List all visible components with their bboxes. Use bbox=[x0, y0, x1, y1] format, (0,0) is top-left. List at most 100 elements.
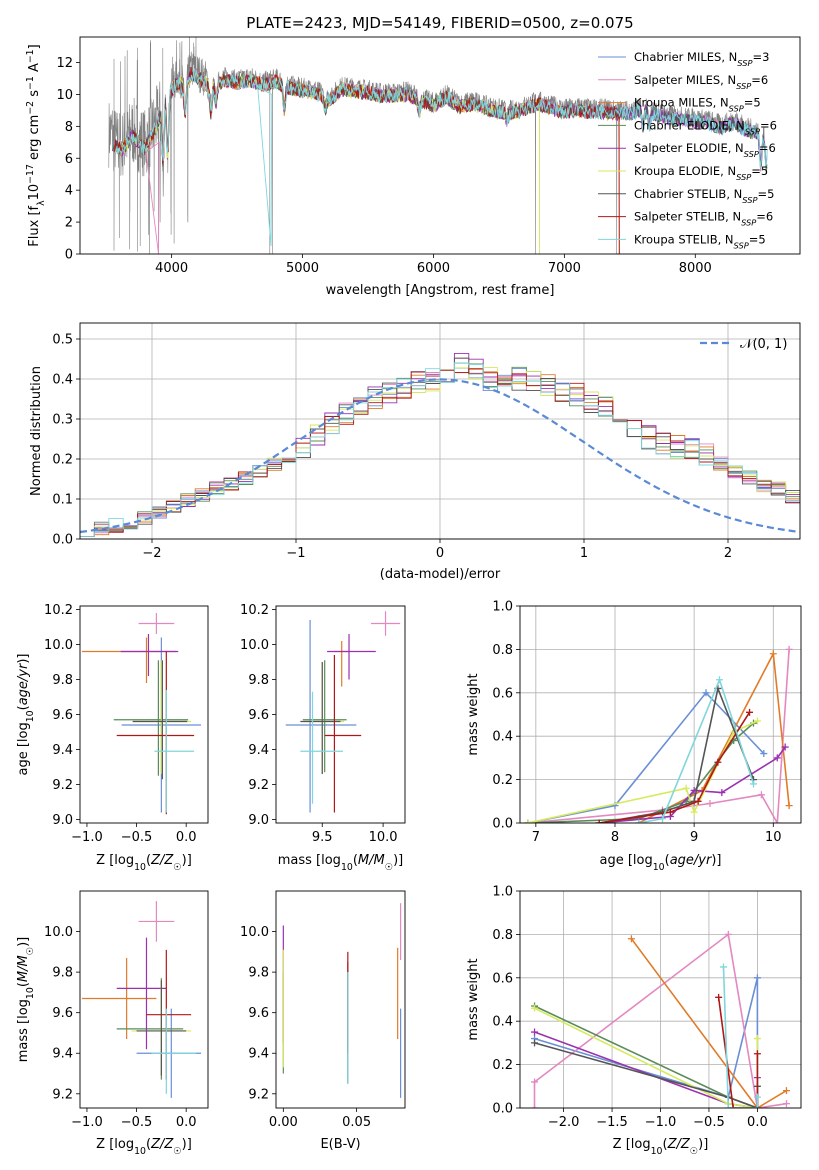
y-tick-label: 0.2 bbox=[492, 773, 513, 788]
age_vs_Z-plot bbox=[81, 613, 202, 815]
label-part: Flux [f bbox=[27, 205, 42, 246]
y-tick-label: 0.8 bbox=[492, 928, 513, 943]
y-axis-label: age [log10(age/yr)] bbox=[16, 653, 36, 775]
weight-marker bbox=[753, 974, 761, 982]
weight-marker bbox=[769, 650, 777, 658]
age_vs_Z-axes: −1.0 −0.5 0.0 9.0 9.2 9.4 9.6 9.8 10.0 10.2 bbox=[44, 603, 209, 845]
axes-frame bbox=[519, 605, 802, 824]
label-part: s bbox=[27, 90, 42, 101]
label-part: 10 bbox=[25, 987, 36, 999]
weight-marker bbox=[753, 1104, 761, 1108]
y-tick-label: 9.6 bbox=[52, 1006, 73, 1021]
weight-marker bbox=[531, 1078, 539, 1086]
label-part: )] bbox=[182, 1137, 192, 1152]
label-part: Salpeter ELODIE, N bbox=[634, 141, 744, 155]
y-axis-label: Flux [fλ10−17 erg cm−2 s−1 A−1] bbox=[25, 44, 47, 246]
errorbar-point bbox=[300, 662, 341, 774]
errorbar-point bbox=[132, 660, 188, 780]
x-axis-label: (data-model)/error bbox=[380, 567, 501, 582]
legend-entry: Chabrier ELODIE, NSSP=6 bbox=[634, 118, 777, 136]
chart-layer: 4000 5000 6000 7000 8000024681012PLATE=2423,… bbox=[16, 14, 802, 1157]
label-part: 10 bbox=[134, 862, 146, 873]
x-tick-label: 2 bbox=[724, 546, 732, 561]
weight-marker bbox=[718, 789, 726, 797]
y-tick-label: 0.2 bbox=[492, 1058, 513, 1073]
y-tick-label: 9.4 bbox=[248, 1047, 269, 1062]
y-tick-label: 0.2 bbox=[52, 453, 73, 468]
y-tick-label: 0 bbox=[65, 248, 73, 263]
y-tick-label: 0.1 bbox=[52, 493, 73, 508]
x-tick-label: 10.0 bbox=[369, 830, 398, 845]
weight-line bbox=[630, 938, 787, 1108]
x-tick-label: −1.0 bbox=[71, 1115, 103, 1130]
weight-line bbox=[722, 966, 759, 1108]
label-part: ( bbox=[353, 853, 358, 868]
label-part: ☉ bbox=[173, 1146, 181, 1157]
weight-marker bbox=[715, 676, 723, 684]
legend-entry: Chabrier STELIB, NSSP=5 bbox=[634, 187, 774, 205]
y-tick-label: 0.0 bbox=[492, 817, 513, 832]
y-tick-label: 10.0 bbox=[240, 925, 269, 940]
x-tick-label: 0.00 bbox=[269, 1115, 298, 1130]
label-part: ] bbox=[27, 44, 42, 49]
label-part: )] bbox=[393, 853, 403, 868]
y-tick-label: 0.4 bbox=[492, 730, 513, 745]
legend-entry: 𝒩(0, 1) bbox=[740, 337, 787, 352]
normal-curve bbox=[80, 378, 800, 534]
mass_vs_Z-axes: −1.0 −0.5 0.0 9.2 9.4 9.6 9.8 10.0 bbox=[44, 890, 209, 1130]
y-tick-label: 0.4 bbox=[52, 373, 73, 388]
y-tick-label: 9.8 bbox=[248, 966, 269, 981]
weight-marker bbox=[785, 802, 793, 810]
label-part: SSP bbox=[729, 104, 744, 114]
y-tick-label: 8 bbox=[65, 120, 73, 135]
x-tick-label: 7 bbox=[532, 830, 540, 845]
weight-marker bbox=[746, 708, 754, 716]
weight-line bbox=[527, 649, 790, 823]
chart-title: PLATE=2423, MJD=54149, FIBERID=0500, z=0… bbox=[246, 14, 633, 32]
label-part: )] bbox=[182, 853, 192, 868]
label-part: 10 bbox=[653, 862, 665, 873]
label-part: M/M bbox=[358, 853, 385, 868]
weight-marker bbox=[531, 1028, 539, 1036]
x-tick-label: −0.5 bbox=[693, 1115, 725, 1130]
label-part: SSP bbox=[734, 240, 749, 250]
mass_vs_ebv-axes: 0.00 0.05 9.2 9.4 9.6 9.8 10.0 bbox=[240, 890, 406, 1130]
label-part: 10 bbox=[25, 710, 36, 722]
y-tick-label: 0.3 bbox=[52, 413, 73, 428]
mass_vs_Z-plot bbox=[81, 901, 202, 1098]
mass_vs_ebv-plot bbox=[282, 903, 402, 1098]
weight_vs_Z-plot bbox=[531, 930, 790, 1108]
axes-frame bbox=[79, 36, 801, 255]
y-tick-label: 1.0 bbox=[492, 885, 513, 900]
errorbar-point bbox=[138, 613, 175, 634]
x-tick-label: 9 bbox=[690, 830, 698, 845]
label-part: )] bbox=[16, 653, 31, 663]
label-part: λ bbox=[36, 200, 47, 206]
label-part: Kroupa ELODIE, N bbox=[634, 164, 736, 178]
y-tick-label: 9.6 bbox=[248, 708, 269, 723]
y-axis-label: mass weight bbox=[466, 673, 481, 755]
errorbar-point bbox=[370, 611, 401, 636]
label-part: ☉ bbox=[385, 862, 393, 873]
y-axis-label: Normed distribution bbox=[29, 366, 44, 496]
weight-marker bbox=[531, 1039, 539, 1047]
label-part: 10 bbox=[341, 862, 353, 873]
y-tick-label: 10.0 bbox=[240, 638, 269, 653]
label-part: −1 bbox=[25, 76, 36, 90]
label-part: Z [log bbox=[613, 1137, 651, 1152]
weight_vs_age-axes: 7 8 9 10 0.0 0.2 0.4 0.6 0.8 1.0 bbox=[492, 600, 802, 845]
legend-entry: Salpeter MILES, NSSP=6 bbox=[634, 73, 768, 91]
y-tick-label: 10.0 bbox=[44, 925, 73, 940]
label-part: =6 bbox=[756, 210, 773, 224]
y-tick-label: 0.4 bbox=[492, 1015, 513, 1030]
weight-marker bbox=[706, 799, 714, 807]
label-part: 10 bbox=[651, 1146, 663, 1157]
label-part: SSP bbox=[745, 126, 760, 136]
weight-marker bbox=[658, 815, 666, 823]
y-tick-label: 9.0 bbox=[248, 813, 269, 828]
spectrum-plot bbox=[108, 37, 768, 254]
y-tick-label: 9.8 bbox=[52, 966, 73, 981]
y-tick-label: 1.0 bbox=[492, 600, 513, 615]
label-part: Kroupa MILES, N bbox=[634, 96, 729, 110]
